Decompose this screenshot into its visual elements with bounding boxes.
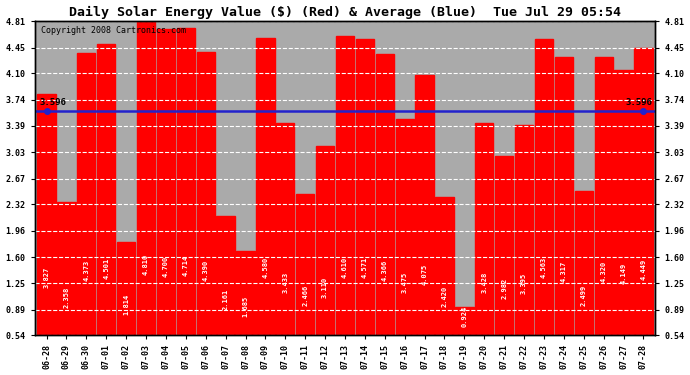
Text: 2.420: 2.420 [442, 286, 448, 307]
Bar [97, 44, 115, 335]
Bar [495, 156, 513, 335]
Bar [217, 216, 235, 335]
Bar [157, 29, 175, 335]
Text: 4.563: 4.563 [541, 257, 547, 279]
Text: 4.571: 4.571 [362, 257, 368, 278]
Bar [455, 307, 473, 335]
Bar [137, 21, 155, 335]
Bar [237, 251, 255, 335]
Bar [375, 54, 394, 335]
Bar [336, 36, 354, 335]
Text: 3.395: 3.395 [521, 273, 527, 294]
Bar [595, 57, 613, 335]
Bar [634, 48, 653, 335]
Text: 0.924: 0.924 [462, 305, 467, 327]
Bar [296, 194, 315, 335]
Text: 4.075: 4.075 [422, 264, 428, 285]
Text: 3.596: 3.596 [39, 98, 66, 107]
Text: 1.814: 1.814 [123, 294, 129, 315]
Text: 4.366: 4.366 [382, 260, 388, 281]
Text: 4.149: 4.149 [620, 262, 627, 284]
Text: 2.499: 2.499 [581, 285, 586, 306]
Text: 4.580: 4.580 [262, 257, 268, 278]
Bar [276, 123, 295, 335]
Bar [316, 146, 334, 335]
Bar [57, 202, 76, 335]
Text: 4.700: 4.700 [163, 255, 169, 277]
Bar [395, 119, 414, 335]
Bar [435, 197, 453, 335]
Text: 3.596: 3.596 [626, 98, 653, 107]
Bar [475, 123, 493, 335]
Text: 3.827: 3.827 [43, 267, 50, 288]
Bar [117, 242, 135, 335]
Bar [77, 53, 95, 335]
Text: 2.161: 2.161 [223, 289, 228, 310]
Text: 2.982: 2.982 [501, 278, 507, 299]
Bar [614, 70, 633, 335]
Text: 4.390: 4.390 [203, 260, 208, 281]
Text: 4.320: 4.320 [601, 260, 607, 282]
Text: 4.810: 4.810 [143, 254, 149, 275]
Text: 4.714: 4.714 [183, 255, 189, 276]
Text: 4.449: 4.449 [640, 259, 647, 280]
Title: Daily Solar Energy Value ($) (Red) & Average (Blue)  Tue Jul 29 05:54: Daily Solar Energy Value ($) (Red) & Ave… [69, 6, 621, 19]
Text: 4.610: 4.610 [342, 256, 348, 278]
Text: 1.685: 1.685 [242, 296, 248, 316]
Text: 4.317: 4.317 [561, 261, 567, 282]
Text: 2.466: 2.466 [302, 285, 308, 306]
Bar [575, 191, 593, 335]
Bar [535, 39, 553, 335]
Bar [256, 38, 275, 335]
Bar [515, 125, 533, 335]
Text: 4.501: 4.501 [104, 258, 109, 279]
Text: 4.373: 4.373 [83, 260, 89, 281]
Text: 3.428: 3.428 [482, 272, 487, 294]
Text: 3.110: 3.110 [322, 276, 328, 298]
Text: 3.433: 3.433 [282, 272, 288, 293]
Bar [555, 57, 573, 335]
Text: 3.475: 3.475 [402, 272, 408, 293]
Bar [37, 93, 56, 335]
Bar [356, 39, 374, 335]
Bar [177, 28, 195, 335]
Text: Copyright 2008 Cartronics.com: Copyright 2008 Cartronics.com [41, 26, 186, 35]
Bar [415, 75, 434, 335]
Text: 2.358: 2.358 [63, 286, 70, 308]
Bar [197, 52, 215, 335]
